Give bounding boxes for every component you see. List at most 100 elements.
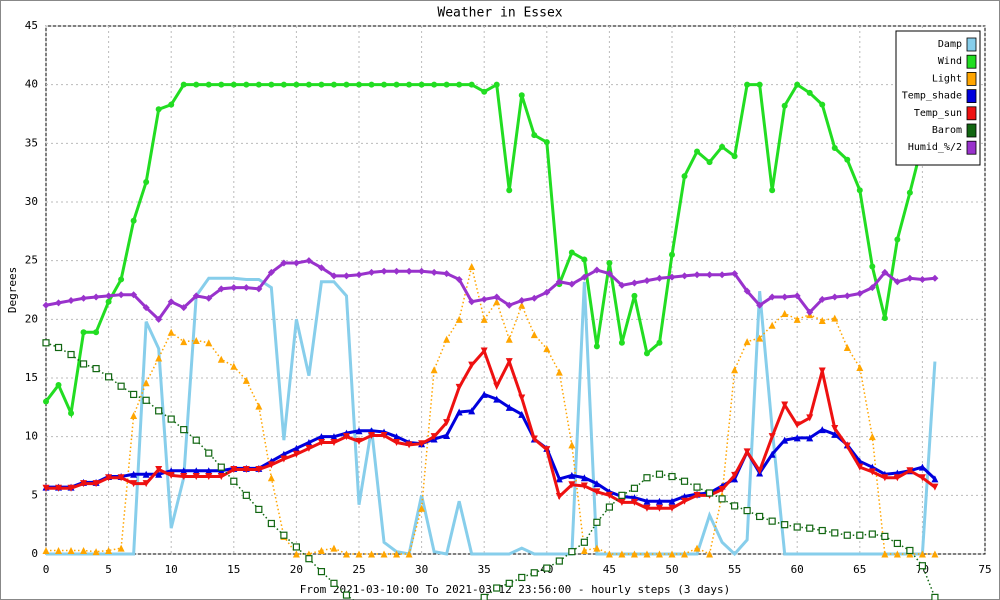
data-point: [381, 81, 388, 88]
data-point: [580, 546, 588, 554]
data-point: [267, 519, 275, 528]
legend-swatch: [966, 72, 977, 86]
data-point: [893, 539, 901, 548]
data-point: [618, 498, 626, 506]
data-point: [468, 81, 475, 88]
legend-label: Damp: [938, 39, 962, 50]
data-point: [555, 475, 563, 483]
data-point: [67, 350, 75, 359]
data-point: [493, 293, 501, 301]
data-point: [292, 550, 300, 558]
data-point: [643, 350, 650, 357]
data-point: [768, 293, 776, 301]
x-tick-label: 20: [290, 563, 303, 576]
data-point: [255, 402, 263, 410]
data-point: [931, 550, 939, 558]
data-point: [468, 407, 476, 415]
data-point: [343, 81, 350, 88]
data-point: [893, 474, 901, 482]
y-tick-label: 45: [25, 19, 38, 32]
data-point: [368, 268, 376, 276]
data-point: [205, 449, 213, 457]
data-point: [380, 550, 388, 558]
data-point: [530, 435, 538, 443]
data-point: [643, 277, 651, 285]
y-tick-label: 10: [25, 430, 38, 443]
data-point: [280, 455, 288, 463]
data-point: [718, 485, 726, 493]
data-point: [155, 315, 163, 323]
data-point: [142, 304, 150, 312]
x-tick-label: 75: [978, 563, 991, 576]
data-point: [380, 267, 388, 275]
data-point: [756, 467, 764, 475]
data-point: [793, 292, 801, 300]
data-point: [831, 529, 839, 537]
x-tick-label: 25: [352, 563, 365, 576]
data-point: [42, 301, 50, 309]
data-point: [718, 495, 726, 503]
data-point: [831, 314, 839, 322]
x-tick-label: 10: [165, 563, 178, 576]
data-point: [693, 544, 701, 552]
data-point: [580, 538, 588, 546]
data-point: [743, 287, 751, 295]
data-point: [493, 382, 501, 390]
data-point: [543, 564, 551, 572]
data-point: [255, 505, 263, 514]
data-point: [681, 550, 689, 558]
data-point: [317, 567, 326, 576]
data-point: [430, 433, 438, 441]
data-point: [819, 101, 826, 108]
data-point: [618, 281, 626, 289]
data-point: [480, 593, 488, 600]
data-point: [305, 81, 312, 88]
data-point: [180, 338, 188, 346]
data-point: [93, 329, 100, 336]
data-point: [530, 569, 538, 577]
data-point: [342, 591, 351, 599]
data-point: [293, 81, 300, 88]
data-point: [781, 521, 789, 529]
data-point: [380, 431, 388, 439]
data-point: [906, 546, 914, 555]
data-point: [581, 256, 588, 263]
data-point: [618, 491, 626, 499]
data-point: [643, 504, 651, 512]
y-tick-label: 40: [25, 78, 38, 91]
data-point: [393, 550, 401, 558]
data-point: [480, 315, 488, 323]
data-point: [543, 288, 551, 296]
data-point: [518, 297, 526, 305]
data-point: [280, 531, 288, 539]
data-point: [555, 557, 563, 565]
data-point: [230, 81, 237, 88]
data-point: [680, 477, 689, 485]
data-point: [681, 272, 689, 280]
data-point: [205, 81, 212, 88]
data-point: [506, 187, 513, 194]
data-point: [117, 474, 125, 482]
y-axis-label: Degrees: [6, 267, 19, 313]
data-point: [793, 315, 801, 323]
data-point: [55, 484, 63, 492]
data-point: [355, 427, 363, 435]
data-point: [668, 472, 676, 481]
data-point: [405, 550, 413, 558]
data-point: [856, 363, 864, 371]
data-point: [756, 81, 763, 88]
data-point: [681, 497, 689, 505]
series-line: [46, 276, 937, 557]
data-point: [443, 431, 451, 439]
chart-title: Weather in Essex: [437, 6, 562, 21]
data-point: [806, 308, 814, 316]
series-line: [46, 392, 936, 503]
data-point: [456, 81, 463, 88]
data-point: [843, 343, 851, 351]
data-point: [342, 272, 350, 280]
data-point: [693, 271, 701, 279]
x-tick-label: 30: [415, 563, 428, 576]
data-point: [105, 292, 113, 300]
data-point: [881, 474, 889, 482]
data-point: [568, 441, 576, 449]
